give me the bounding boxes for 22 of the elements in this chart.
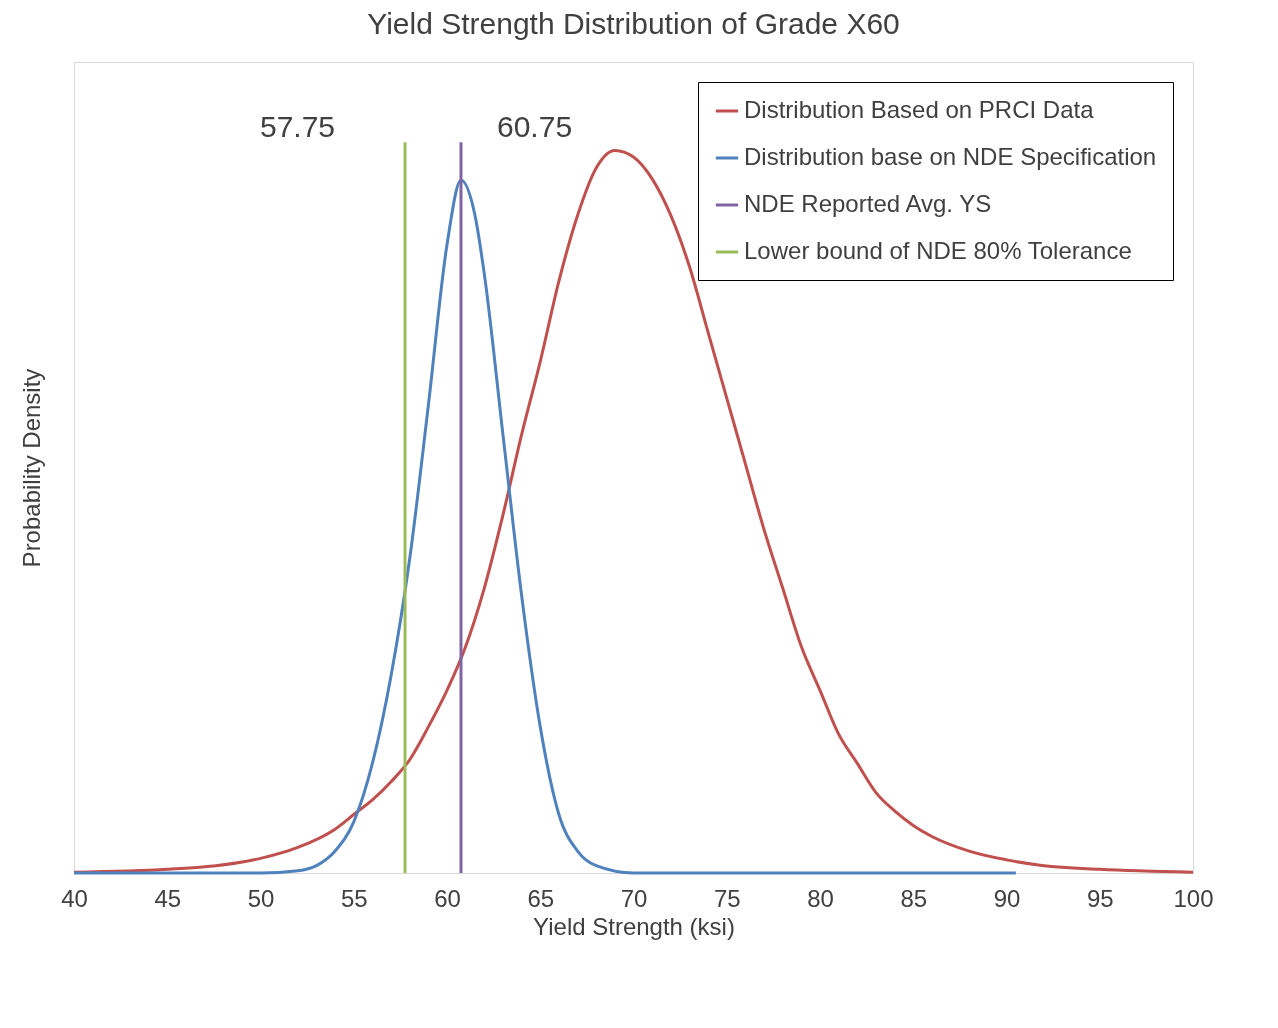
annotation: 57.75 — [259, 110, 336, 144]
x-tick-label: 70 — [620, 884, 648, 912]
x-tick-label: 45 — [154, 884, 182, 912]
annotation: 60.75 — [496, 110, 573, 144]
x-tick-label: 90 — [993, 884, 1021, 912]
x-tick-label: 85 — [900, 884, 928, 912]
x-tick-label: 80 — [807, 884, 834, 912]
legend-label: NDE Reported Avg. YS — [744, 190, 992, 217]
x-tick-label: 75 — [713, 884, 741, 912]
legend-label: Distribution Based on PRCI Data — [744, 96, 1095, 123]
x-axis-title: Yield Strength (ksi) — [533, 912, 735, 940]
x-tick-label: 95 — [1086, 884, 1114, 912]
x-tick-label: 100 — [1173, 884, 1214, 912]
x-tick-label: 40 — [61, 884, 88, 912]
chart-title: Yield Strength Distribution of Grade X60 — [367, 7, 900, 40]
x-tick-label: 65 — [527, 884, 555, 912]
y-axis-title: Probability Density — [17, 368, 45, 568]
x-tick-label: 55 — [340, 884, 368, 912]
x-tick-label: 50 — [247, 884, 275, 912]
legend-label: Distribution base on NDE Specification — [744, 143, 1157, 170]
legend-label: Lower bound of NDE 80% Tolerance — [744, 237, 1132, 264]
x-tick-label: 60 — [434, 884, 461, 912]
